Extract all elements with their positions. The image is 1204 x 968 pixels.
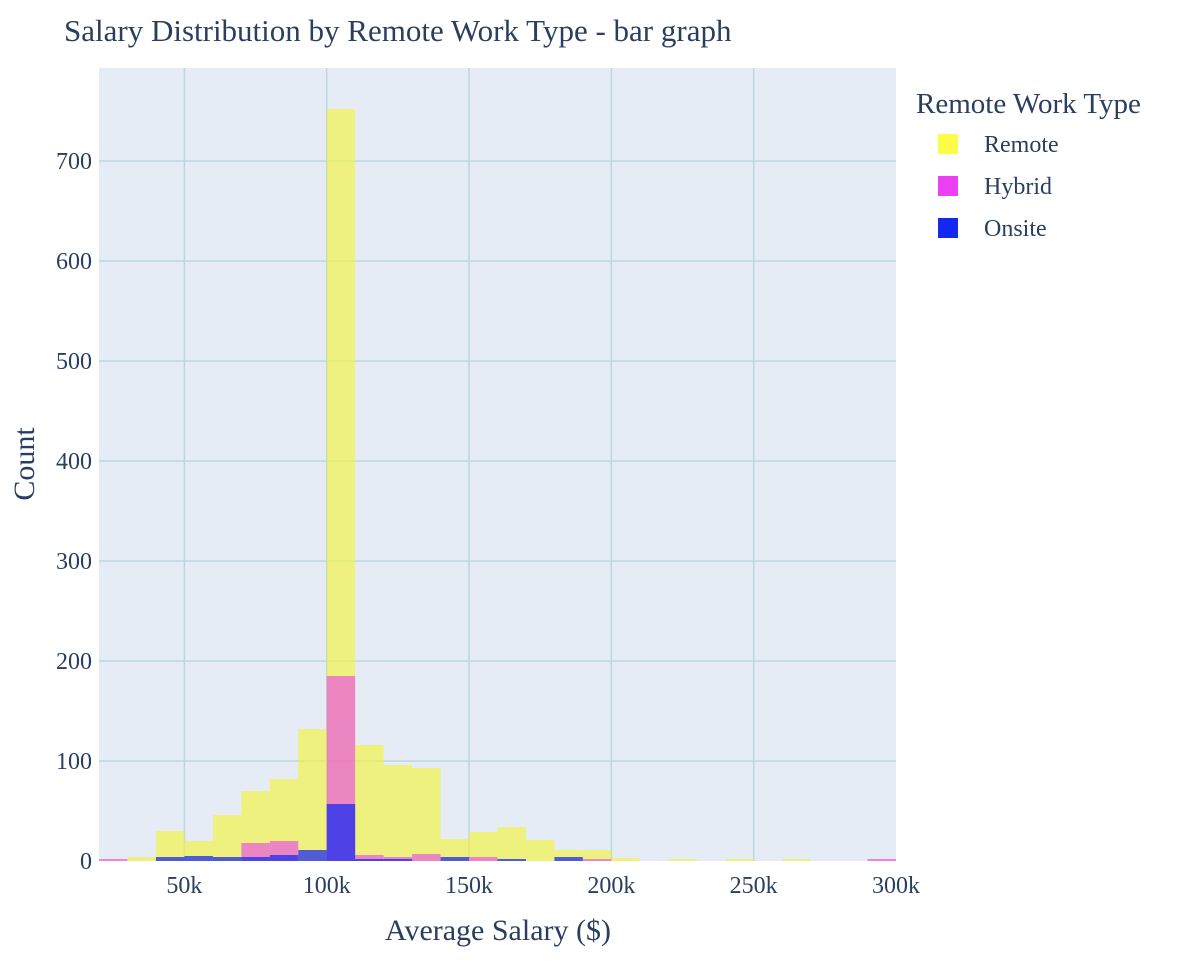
x-tick-label: 100k: [303, 873, 351, 899]
bar-remote: [355, 745, 384, 861]
bar-remote: [412, 768, 441, 861]
bar-hybrid: [99, 859, 128, 861]
bar-remote: [782, 859, 811, 861]
bar-remote: [298, 729, 327, 861]
legend-label-hybrid: Hybrid: [984, 174, 1052, 200]
bar-hybrid: [241, 843, 270, 861]
bars: [99, 109, 896, 861]
legend-swatch-remote: [938, 134, 958, 154]
y-tick-label: 600: [56, 249, 92, 275]
chart-title: Salary Distribution by Remote Work Type …: [64, 13, 732, 48]
bar-remote: [497, 827, 526, 861]
bar-hybrid: [582, 859, 612, 861]
bar-remote: [554, 850, 583, 861]
series-onsite: [155, 804, 583, 861]
y-tick-label: 400: [56, 449, 92, 475]
bar-remote: [525, 840, 555, 861]
bar-remote: [155, 831, 185, 861]
bar-onsite: [383, 859, 413, 861]
bar-hybrid: [355, 855, 384, 861]
bar-onsite: [241, 857, 270, 861]
x-tick-label: 150k: [445, 873, 493, 899]
bar-onsite: [298, 850, 327, 861]
x-axis-title: Average Salary ($): [385, 914, 611, 947]
legend-title: Remote Work Type: [916, 88, 1141, 120]
bar-onsite: [184, 856, 213, 861]
y-tick-label: 100: [56, 749, 92, 775]
bar-remote: [469, 832, 498, 861]
y-tick-label: 500: [56, 349, 92, 375]
bar-remote: [127, 857, 156, 861]
bar-hybrid: [412, 854, 441, 861]
plot-area: [99, 68, 896, 861]
x-tick-label: 200k: [587, 873, 635, 899]
x-tick-label: 50k: [166, 873, 202, 899]
legend-swatch-onsite: [938, 218, 958, 238]
x-tick-label: 250k: [730, 873, 778, 899]
bar-onsite: [269, 855, 299, 861]
bar-remote: [668, 859, 697, 861]
legend-swatch-hybrid: [938, 176, 958, 196]
y-tick-label: 0: [80, 849, 92, 875]
legend-label-onsite: Onsite: [984, 216, 1047, 242]
y-tick-label: 700: [56, 149, 92, 175]
bar-onsite: [326, 804, 356, 861]
bar-onsite: [355, 859, 384, 861]
bar-remote: [440, 839, 470, 861]
bar-remote: [725, 859, 754, 861]
bar-onsite: [497, 859, 526, 861]
y-tick-label: 200: [56, 649, 92, 675]
bar-onsite: [155, 857, 185, 861]
bar-remote: [383, 765, 413, 861]
y-tick-label: 300: [56, 549, 92, 575]
x-tick-label: 300k: [872, 873, 920, 899]
y-axis-ticks: 0 100 200 300 400 500 600 700: [56, 149, 92, 875]
bar-remote: [212, 815, 242, 861]
legend: Remote Work Type Remote Hybrid Onsite: [916, 88, 1141, 242]
bar-hybrid: [867, 859, 896, 861]
bar-onsite: [554, 857, 583, 861]
legend-items: Remote Hybrid Onsite: [938, 132, 1059, 242]
bar-remote: [611, 858, 640, 861]
bar-onsite: [440, 857, 470, 861]
bar-remote: [582, 850, 612, 861]
bar-onsite: [212, 857, 242, 861]
x-axis-ticks: 50k 100k 150k 200k 250k 300k: [166, 873, 920, 899]
bar-hybrid: [469, 857, 498, 861]
y-axis-title: Count: [8, 427, 41, 501]
legend-label-remote: Remote: [984, 132, 1059, 158]
